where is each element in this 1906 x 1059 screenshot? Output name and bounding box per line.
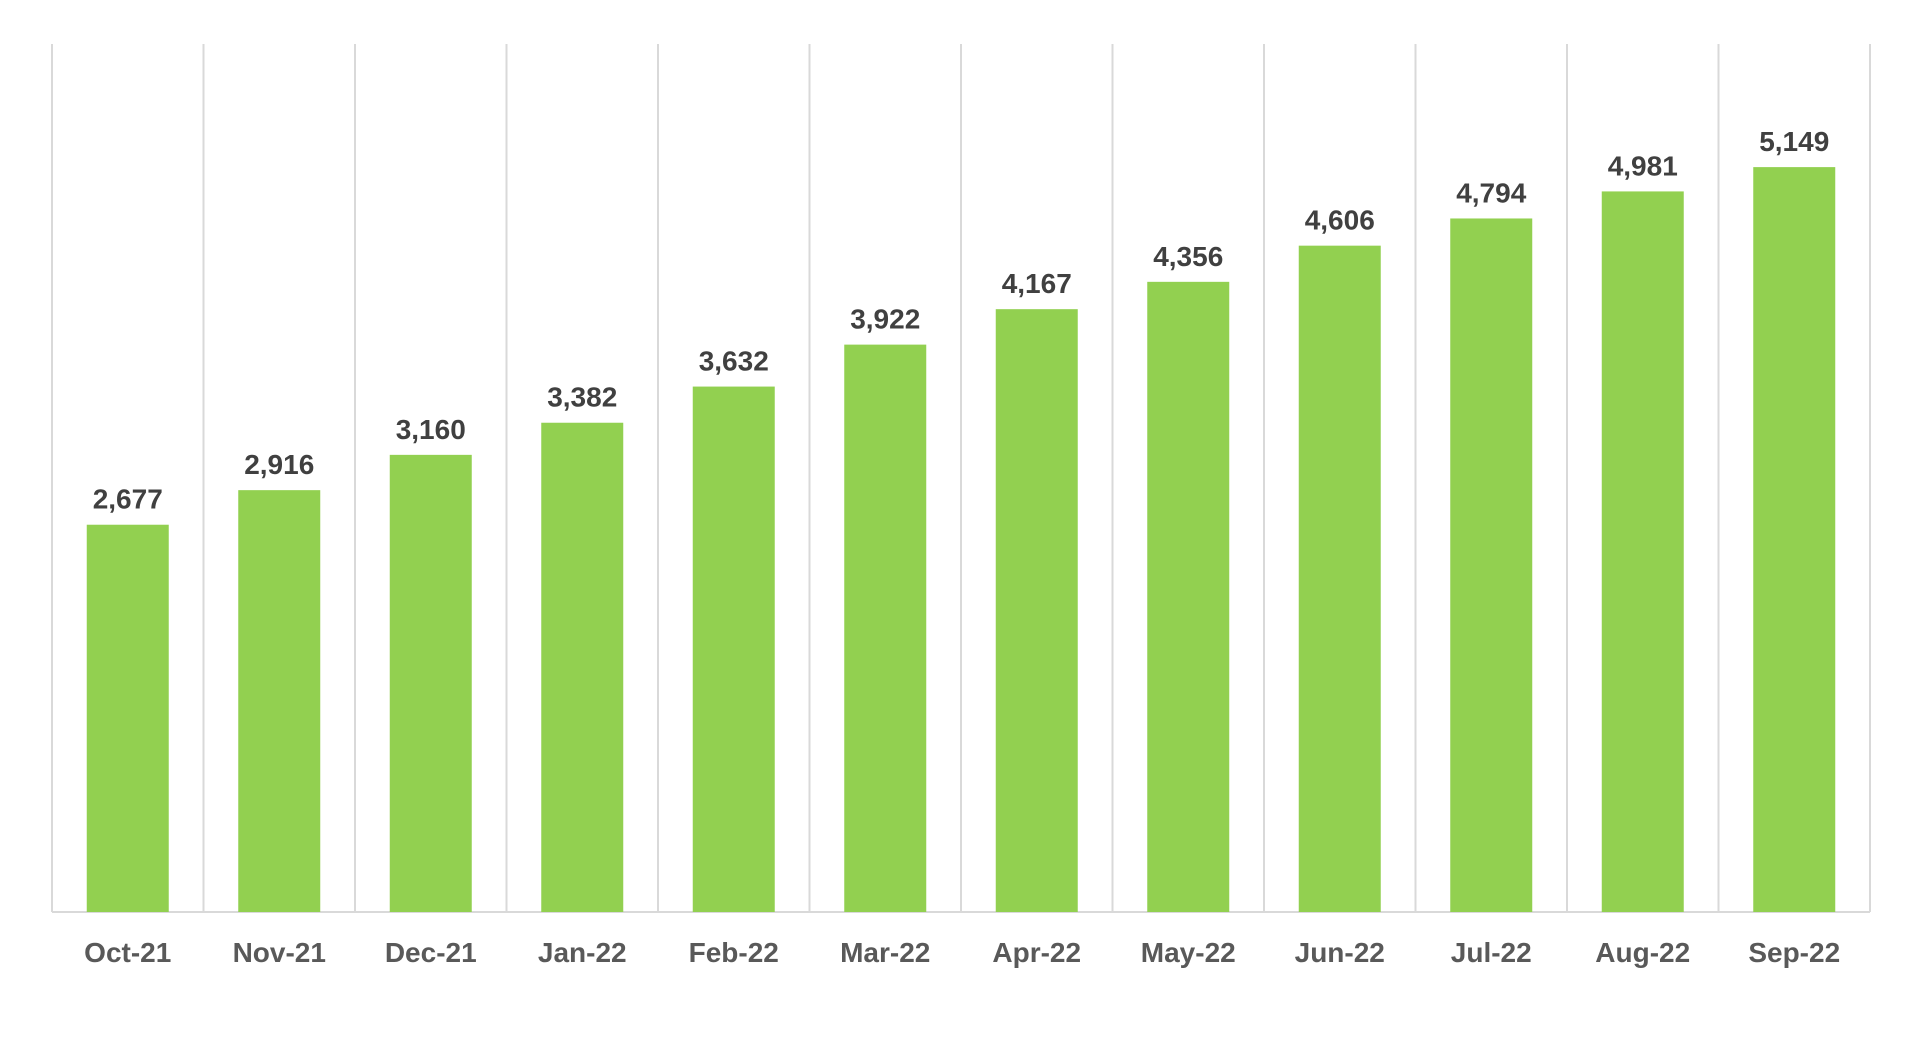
data-label: 3,160 (396, 414, 466, 445)
bar-mar-22 (844, 344, 927, 913)
data-label: 2,677 (93, 484, 163, 515)
x-tick-label: Jun-22 (1295, 937, 1385, 968)
x-tick-label: Aug-22 (1595, 937, 1690, 968)
data-label: 3,632 (699, 346, 769, 377)
gridlines (51, 44, 1871, 913)
x-tick-label: Oct-21 (84, 937, 171, 968)
data-label: 4,794 (1456, 177, 1526, 208)
x-tick-label: Jul-22 (1451, 937, 1532, 968)
x-tick-label: Feb-22 (689, 937, 779, 968)
bar-jun-22 (1298, 245, 1381, 912)
bar-nov-21 (238, 490, 321, 912)
data-labels: 2,677 2,916 3,160 3,382 3,632 3,922 4,167 4,356… (93, 126, 1830, 515)
data-label: 4,981 (1608, 150, 1678, 181)
x-tick-label: May-22 (1141, 937, 1236, 968)
bar-series (86, 167, 1836, 913)
x-tick-label: Mar-22 (840, 937, 930, 968)
bar-jul-22 (1450, 218, 1533, 912)
bar-jan-22 (541, 422, 624, 912)
x-axis-tick-labels: Oct-21 Nov-21 Dec-21 Jan-22 Feb-22 Mar-22 Apr-… (84, 937, 1840, 968)
data-label: 5,149 (1759, 126, 1829, 157)
x-tick-label: Jan-22 (538, 937, 627, 968)
x-tick-label: Dec-21 (385, 937, 477, 968)
x-tick-label: Sep-22 (1748, 937, 1840, 968)
data-label: 3,382 (547, 382, 617, 413)
bar-sep-22 (1753, 167, 1836, 912)
data-label: 2,916 (244, 449, 314, 480)
data-label: 4,356 (1153, 241, 1223, 272)
x-tick-label: Nov-21 (233, 937, 326, 968)
bar-may-22 (1147, 281, 1230, 912)
bar-apr-22 (995, 309, 1078, 912)
bar-dec-21 (389, 454, 472, 912)
bar-feb-22 (692, 386, 775, 912)
bar-aug-22 (1601, 191, 1684, 912)
x-tick-label: Apr-22 (992, 937, 1081, 968)
data-label: 3,922 (850, 304, 920, 335)
bar-oct-21 (86, 524, 169, 912)
data-label: 4,606 (1305, 205, 1375, 236)
data-label: 4,167 (1002, 268, 1072, 299)
